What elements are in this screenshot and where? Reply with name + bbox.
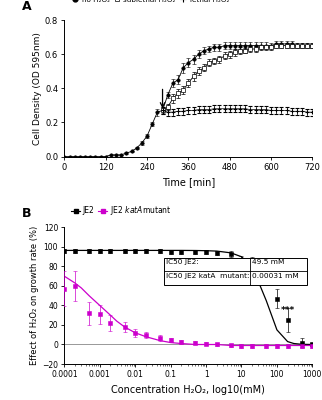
Text: 49.5 mM: 49.5 mM xyxy=(252,259,285,265)
Legend: no H₂O₂, sublethal H₂O₂, lethal H₂O₂: no H₂O₂, sublethal H₂O₂, lethal H₂O₂ xyxy=(68,0,232,6)
Text: A: A xyxy=(22,0,32,12)
Y-axis label: Cell Density (OD 595nm): Cell Density (OD 595nm) xyxy=(33,32,42,145)
FancyBboxPatch shape xyxy=(164,258,308,285)
X-axis label: Concentration H₂O₂, log10(mM): Concentration H₂O₂, log10(mM) xyxy=(111,385,265,395)
Text: 0.00031 mM: 0.00031 mM xyxy=(252,272,299,278)
Legend: JE2, JE2 $\it{katA}$mutant: JE2, JE2 $\it{katA}$mutant xyxy=(68,201,175,220)
Text: IC50 JE2 katA  mutant:: IC50 JE2 katA mutant: xyxy=(166,272,250,278)
Y-axis label: Effect of H₂O₂ on growth rate (%): Effect of H₂O₂ on growth rate (%) xyxy=(30,226,39,365)
Text: ***: *** xyxy=(280,306,295,315)
Text: B: B xyxy=(22,207,32,220)
Text: IC50 JE2:: IC50 JE2: xyxy=(166,259,199,265)
X-axis label: Time [min]: Time [min] xyxy=(162,177,215,187)
